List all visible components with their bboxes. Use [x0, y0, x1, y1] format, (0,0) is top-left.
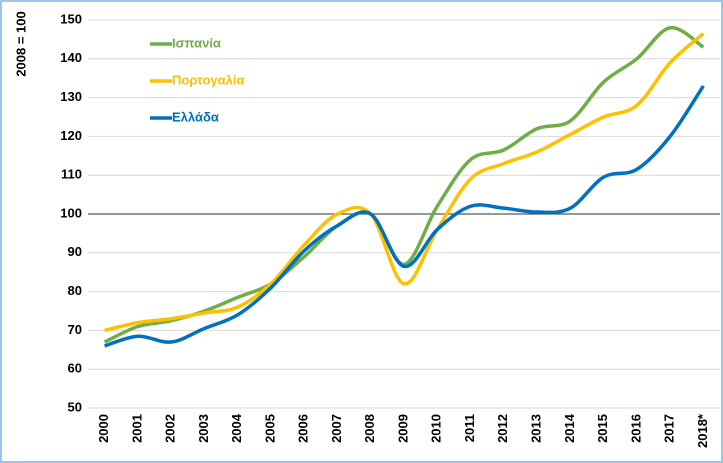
x-tick-label: 2003: [196, 414, 211, 443]
y-tick-label: 110: [61, 167, 82, 182]
y-tick-label: 80: [68, 283, 82, 298]
x-tick-label: 2012: [495, 414, 510, 443]
y-tick-label: 90: [68, 244, 82, 259]
x-tick-label: 2016: [628, 414, 643, 443]
legend-label: Πορτογαλία: [172, 72, 244, 87]
x-tick-label: 2011: [462, 414, 477, 442]
x-tick-label: 2013: [528, 414, 543, 443]
legend-label: Ισπανία: [172, 35, 221, 50]
x-tick-label: 2002: [163, 414, 178, 443]
x-tick-label: 2008: [362, 414, 377, 443]
x-tick-label: 2018*: [695, 413, 710, 448]
x-tick-label: 2010: [429, 414, 444, 443]
y-tick-label: 70: [68, 322, 82, 337]
y-tick-label: 130: [60, 89, 82, 104]
x-tick-label: 2005: [262, 414, 277, 443]
series-line: [103, 26, 705, 344]
series-line: [104, 84, 705, 348]
x-tick-label: 2007: [329, 414, 344, 443]
y-tick-label: 120: [60, 128, 82, 143]
x-tick-label: 2000: [96, 414, 111, 443]
series-line: [104, 32, 705, 333]
x-tick-label: 2014: [562, 413, 577, 443]
x-tick-label: 2009: [395, 414, 410, 443]
legend-label: Ελλάδα: [172, 109, 219, 124]
y-tick-label: 140: [60, 50, 82, 65]
y-tick-label: 100: [60, 205, 82, 220]
x-tick-label: 2015: [595, 414, 610, 443]
y-axis-label: 2008 = 100: [13, 11, 28, 76]
x-tick-label: 2001: [129, 414, 144, 443]
y-tick-label: 50: [68, 399, 82, 414]
x-tick-label: 2004: [229, 413, 244, 443]
y-tick-label: 60: [68, 361, 82, 376]
y-tick-label: 150: [60, 11, 82, 26]
x-tick-label: 2006: [296, 414, 311, 443]
x-tick-label: 2017: [662, 414, 677, 443]
